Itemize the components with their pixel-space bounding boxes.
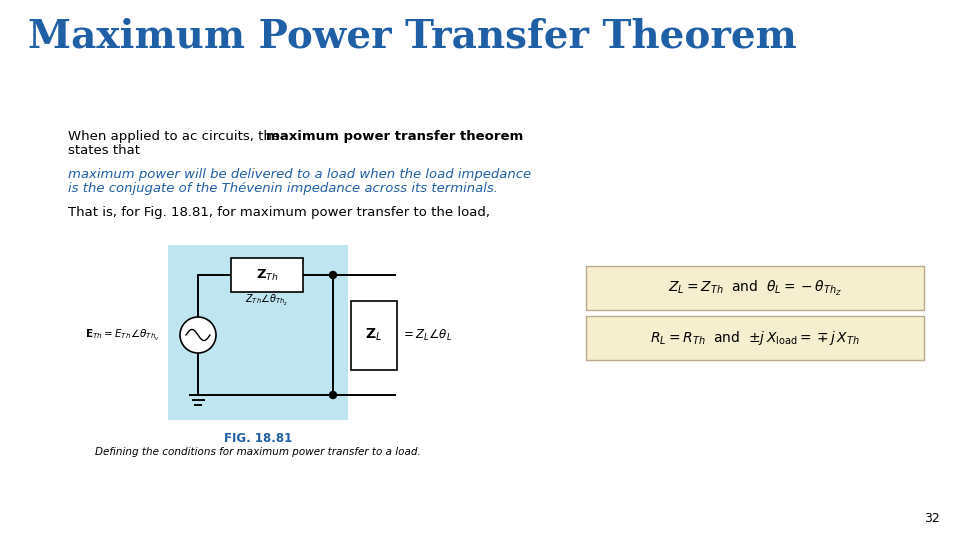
Text: $Z_L = Z_{Th}$  and  $\theta_L = -\theta_{Th_Z}$: $Z_L = Z_{Th}$ and $\theta_L = -\theta_{… [668,279,842,298]
Text: FIG. 18.81: FIG. 18.81 [224,432,292,445]
Text: maximum power transfer theorem: maximum power transfer theorem [266,130,523,143]
Text: When applied to ac circuits, the: When applied to ac circuits, the [68,130,284,143]
FancyBboxPatch shape [586,316,924,360]
FancyBboxPatch shape [586,266,924,310]
FancyBboxPatch shape [168,245,348,420]
FancyBboxPatch shape [231,258,303,292]
Text: maximum power will be delivered to a load when the load impedance: maximum power will be delivered to a loa… [68,168,531,181]
Text: Maximum Power Transfer Theorem: Maximum Power Transfer Theorem [28,18,797,56]
Circle shape [329,272,337,279]
Text: 32: 32 [924,512,940,525]
Text: $\mathbf{Z}_{Th}$: $\mathbf{Z}_{Th}$ [255,267,278,282]
Text: $\mathbf{E}_{Th}$$ = E_{Th}\angle\theta_{Th_v}$: $\mathbf{E}_{Th}$$ = E_{Th}\angle\theta_… [85,327,160,342]
Text: Defining the conditions for maximum power transfer to a load.: Defining the conditions for maximum powe… [95,447,420,457]
Circle shape [329,392,337,399]
Text: is the conjugate of the Thévenin impedance across its terminals.: is the conjugate of the Thévenin impedan… [68,182,498,195]
Text: $= Z_L\angle\theta_L$: $= Z_L\angle\theta_L$ [401,327,452,342]
Circle shape [180,317,216,353]
Text: $\mathbf{Z}_L$: $\mathbf{Z}_L$ [366,327,382,343]
FancyBboxPatch shape [351,300,397,369]
Text: $Z_{Th}\angle\theta_{Th_z}$: $Z_{Th}\angle\theta_{Th_z}$ [245,293,289,308]
Text: states that: states that [68,144,140,157]
Text: That is, for Fig. 18.81, for maximum power transfer to the load,: That is, for Fig. 18.81, for maximum pow… [68,206,490,219]
Text: $R_L = R_{Th}$  and  $\pm j\,X_\mathrm{load} = \mp j\,X_{Th}$: $R_L = R_{Th}$ and $\pm j\,X_\mathrm{loa… [650,329,860,347]
